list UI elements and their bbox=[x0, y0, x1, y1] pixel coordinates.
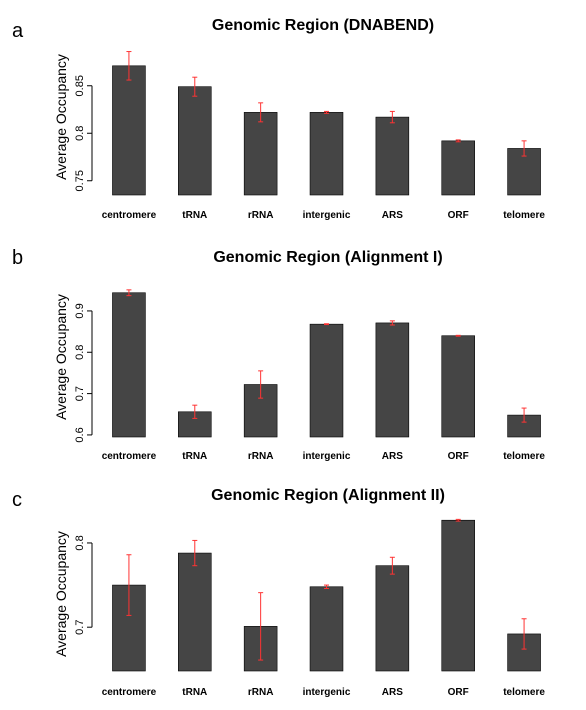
y-tick-label-c: 0.7 bbox=[74, 620, 86, 635]
y-axis-label-a: Average Occupancy bbox=[53, 54, 69, 180]
panel-label-b: b bbox=[12, 247, 23, 269]
x-tick-label-a-ARS: ARS bbox=[382, 210, 403, 221]
x-tick-label-b-centromere: centromere bbox=[102, 451, 157, 462]
plot-area-c: 0.7 0.8 centromere tRNA rRNA intergenic ARS ORF… bbox=[74, 518, 545, 698]
x-tick-label-a-ORF: ORF bbox=[448, 210, 469, 221]
bar-b-tRNA bbox=[178, 411, 212, 438]
y-tick-label-b: 0.9 bbox=[74, 303, 86, 318]
panel-title-c: Genomic Region (Alignment II) bbox=[211, 487, 445, 504]
x-tick-label-c-tRNA: tRNA bbox=[182, 687, 207, 698]
y-tick-label-b: 0.6 bbox=[74, 427, 86, 442]
x-tick-label-b-tRNA: tRNA bbox=[182, 451, 207, 462]
y-tick-label-c: 0.8 bbox=[74, 535, 86, 550]
bar-b-intergenic bbox=[309, 323, 344, 438]
bar-a-rRNA bbox=[243, 112, 278, 196]
plot-area-a: 0.75 0.8 0.85 centromere tRNA rRNA intergenic A… bbox=[74, 51, 545, 221]
bar-b-ARS bbox=[375, 322, 410, 438]
x-tick-label-a-telomere: telomere bbox=[503, 210, 545, 221]
x-tick-label-c-ARS: ARS bbox=[382, 687, 403, 698]
bar-a-ARS bbox=[375, 116, 410, 196]
x-tick-label-b-ARS: ARS bbox=[382, 451, 403, 462]
x-tick-label-c-ORF: ORF bbox=[448, 687, 469, 698]
x-tick-label-b-telomere: telomere bbox=[503, 451, 545, 462]
panel-label-a: a bbox=[12, 20, 24, 42]
y-tick-label-b: 0.7 bbox=[74, 386, 86, 401]
x-tick-label-a-rRNA: rRNA bbox=[248, 210, 274, 221]
x-tick-label-a-intergenic: intergenic bbox=[303, 210, 351, 221]
bar-a-intergenic bbox=[309, 112, 344, 196]
panel-label-c: c bbox=[12, 489, 22, 511]
panel-title-a: Genomic Region (DNABEND) bbox=[212, 17, 434, 34]
bar-c-intergenic bbox=[309, 586, 344, 672]
panel-c: c Genomic Region (Alignment II) Average … bbox=[12, 487, 545, 698]
panel-a: a Genomic Region (DNABEND) Average Occup… bbox=[12, 17, 545, 221]
y-tick-label-a: 0.85 bbox=[74, 75, 86, 96]
plot-area-b: 0.6 0.7 0.8 0.9 centromere tRNA rRNA intergenic… bbox=[74, 289, 545, 462]
x-tick-label-c-centromere: centromere bbox=[102, 687, 157, 698]
x-tick-label-c-telomere: telomere bbox=[503, 687, 545, 698]
bar-c-ARS bbox=[375, 565, 410, 672]
x-tick-label-c-rRNA: rRNA bbox=[248, 687, 274, 698]
x-tick-label-c-intergenic: intergenic bbox=[303, 687, 351, 698]
y-tick-label-a: 0.8 bbox=[74, 126, 86, 141]
bar-c-ORF bbox=[441, 519, 475, 672]
x-tick-label-a-tRNA: tRNA bbox=[182, 210, 207, 221]
bar-b-ORF bbox=[441, 335, 475, 438]
y-axis-label-b: Average Occupancy bbox=[53, 294, 69, 420]
y-tick-label-b: 0.8 bbox=[74, 345, 86, 360]
bar-a-ORF bbox=[441, 140, 475, 196]
bar-a-centromere bbox=[112, 65, 146, 196]
panel-b: b Genomic Region (Alignment I) Average O… bbox=[12, 247, 545, 462]
y-axis-label-c: Average Occupancy bbox=[53, 531, 69, 657]
y-tick-label-a: 0.75 bbox=[74, 170, 86, 191]
bar-c-tRNA bbox=[178, 552, 212, 672]
panel-title-b: Genomic Region (Alignment I) bbox=[213, 249, 442, 266]
bar-a-tRNA bbox=[178, 86, 212, 196]
x-tick-label-b-rRNA: rRNA bbox=[248, 451, 274, 462]
bar-b-centromere bbox=[112, 292, 146, 438]
x-tick-label-a-centromere: centromere bbox=[102, 210, 157, 221]
x-tick-label-b-intergenic: intergenic bbox=[303, 451, 351, 462]
x-tick-label-b-ORF: ORF bbox=[448, 451, 469, 462]
